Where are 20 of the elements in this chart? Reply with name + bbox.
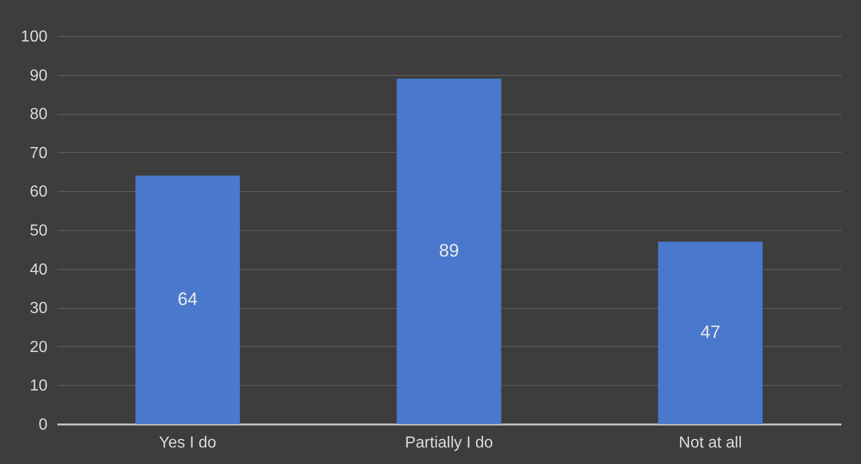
y-tick-label: 100 [20,28,48,46]
y-tick-label: 80 [30,106,48,124]
y-tick-label: 50 [30,222,48,240]
bar [396,78,502,424]
bar [658,242,763,424]
y-tick-label: 90 [30,67,48,84]
y-tick-label: 0 [38,416,48,434]
y-tick-label: 70 [30,144,48,162]
data-label: 89 [438,240,460,260]
y-tick-label: 10 [30,378,48,395]
y-tick-label: 40 [30,261,48,278]
y-tick-label: 60 [30,184,48,201]
x-tick-label: Not at all [678,434,742,452]
x-tick-label: Yes I do [159,434,216,452]
bar [135,176,240,424]
data-label: 47 [700,322,720,342]
y-tick-label: 20 [30,338,48,356]
x-tick-label: Partially I do [404,434,494,452]
data-label: 64 [178,288,198,309]
y-tick-label: 30 [30,300,48,318]
